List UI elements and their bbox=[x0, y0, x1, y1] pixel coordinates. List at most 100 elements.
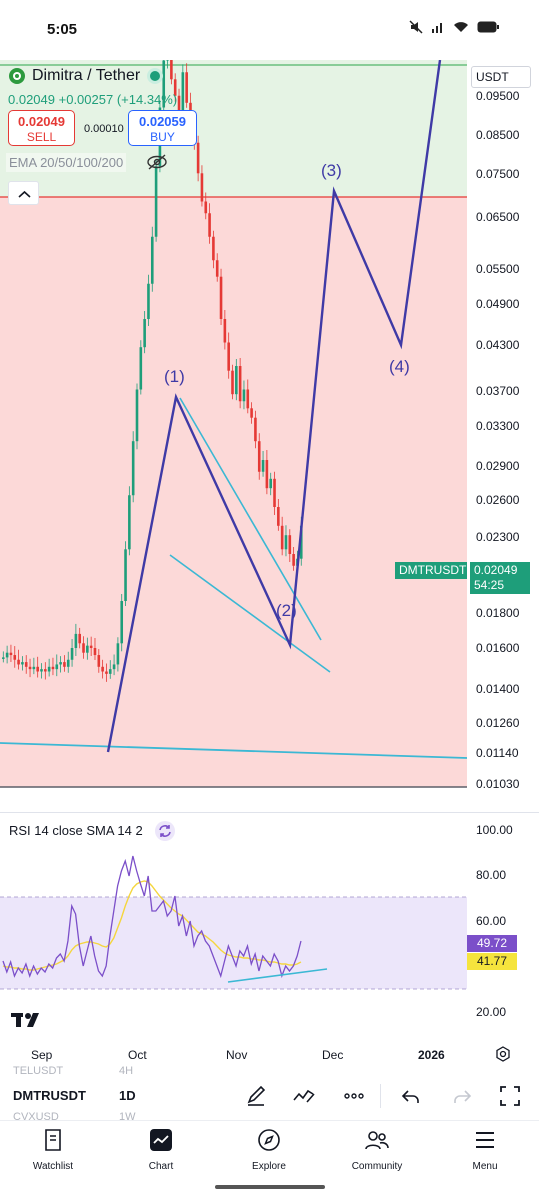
time-label: Nov bbox=[226, 1048, 248, 1062]
candle-body bbox=[93, 648, 97, 656]
candle-body bbox=[28, 666, 32, 670]
candle-body bbox=[44, 669, 47, 672]
candle-body bbox=[246, 389, 250, 409]
nav-watchlist[interactable]: Watchlist bbox=[8, 1128, 98, 1172]
rsi-tick: 60.00 bbox=[476, 914, 507, 928]
chart-icon bbox=[150, 1129, 172, 1151]
candle-body bbox=[74, 633, 78, 648]
candle-body bbox=[86, 645, 89, 653]
price-tick: 0.05500 bbox=[476, 262, 520, 276]
price-tick: 0.01030 bbox=[476, 777, 520, 791]
wave-label: (1) bbox=[164, 367, 185, 386]
price-axis[interactable] bbox=[467, 60, 539, 790]
more-icon[interactable] bbox=[342, 1084, 366, 1108]
candle-body bbox=[299, 525, 303, 559]
nav-explore-label: Explore bbox=[252, 1161, 286, 1172]
candle-body bbox=[82, 643, 85, 653]
sell-price: 0.02049 bbox=[18, 114, 65, 129]
rsi-tick: 100.00 bbox=[476, 823, 513, 837]
candle-body bbox=[288, 535, 292, 554]
rsi-ma-line bbox=[2, 880, 302, 971]
chevron-up-icon bbox=[18, 190, 31, 198]
symbol-row[interactable]: Dimitra / Tether bbox=[8, 67, 161, 85]
price-tick: 0.01400 bbox=[476, 682, 520, 696]
candle-body bbox=[124, 549, 127, 601]
candle-body bbox=[128, 495, 131, 550]
interval-switcher[interactable]: 1D bbox=[119, 1088, 136, 1103]
nav-chart[interactable]: Chart bbox=[116, 1128, 206, 1172]
nav-community[interactable]: Community bbox=[332, 1128, 422, 1172]
mute-icon bbox=[409, 20, 423, 34]
wave-label: (4) bbox=[389, 357, 410, 376]
candle-body bbox=[170, 60, 173, 80]
compass-icon bbox=[258, 1129, 280, 1151]
candle-body bbox=[242, 389, 246, 402]
price-chart[interactable] bbox=[0, 60, 539, 790]
candle-body bbox=[227, 342, 230, 371]
nav-menu[interactable]: Menu bbox=[440, 1128, 530, 1172]
candle-body bbox=[147, 283, 150, 319]
candle-body bbox=[185, 72, 188, 103]
pane-divider[interactable] bbox=[0, 812, 539, 813]
symbol-switcher[interactable]: DMTRUSDT bbox=[13, 1088, 86, 1103]
symbol-price-tag: DMTRUSDT bbox=[395, 562, 467, 579]
price-tick: 0.03300 bbox=[476, 419, 520, 433]
community-icon bbox=[365, 1131, 389, 1150]
candle-body bbox=[131, 441, 135, 496]
sell-button[interactable]: 0.02049 SELL bbox=[8, 110, 75, 146]
signal-icon bbox=[432, 23, 442, 33]
nav-chart-label: Chart bbox=[148, 1161, 174, 1172]
candle-body bbox=[55, 664, 59, 670]
rsi-value-tag: 49.72 bbox=[467, 935, 517, 952]
candle-body bbox=[200, 173, 204, 202]
candle-body bbox=[215, 260, 219, 277]
time-label: Sep bbox=[31, 1048, 53, 1062]
candle-body bbox=[32, 666, 36, 670]
candle-body bbox=[24, 662, 28, 667]
candle-body bbox=[208, 213, 211, 237]
candle-body bbox=[292, 554, 295, 566]
status-icons bbox=[409, 20, 499, 34]
candle-body bbox=[273, 478, 276, 507]
price-tick: 0.02300 bbox=[476, 530, 520, 544]
battery-icon bbox=[477, 21, 499, 33]
rsi-trendline bbox=[227, 968, 328, 983]
sell-label: SELL bbox=[26, 130, 57, 144]
tradingview-logo-icon bbox=[11, 1013, 39, 1027]
candle-body bbox=[177, 95, 181, 113]
pencil-icon[interactable] bbox=[245, 1084, 269, 1108]
chart-settings-icon[interactable] bbox=[494, 1045, 512, 1063]
currency-selector[interactable]: USDT bbox=[471, 66, 531, 88]
wave-label: (2) bbox=[276, 601, 297, 620]
elliott-wave-path bbox=[106, 60, 442, 753]
undo-icon[interactable] bbox=[399, 1084, 423, 1108]
watchlist-icon bbox=[45, 1129, 61, 1151]
rsi-tick: 20.00 bbox=[476, 1005, 507, 1019]
collapse-legend-button[interactable] bbox=[8, 181, 39, 205]
drawing-tools-icon[interactable] bbox=[292, 1084, 318, 1108]
candle-body bbox=[9, 652, 13, 656]
price-tick: 0.01800 bbox=[476, 606, 520, 620]
refresh-icon[interactable] bbox=[155, 821, 175, 841]
candle-body bbox=[13, 655, 17, 660]
candle-body bbox=[120, 601, 124, 644]
candle-body bbox=[261, 460, 265, 472]
redo-icon[interactable] bbox=[450, 1084, 474, 1108]
time-axis[interactable] bbox=[0, 1042, 539, 1066]
eye-off-icon[interactable] bbox=[146, 153, 168, 171]
buy-button[interactable]: 0.02059 BUY bbox=[128, 110, 197, 146]
candle-body bbox=[89, 645, 93, 648]
candle-body bbox=[238, 366, 242, 402]
nav-explore[interactable]: Explore bbox=[224, 1128, 314, 1172]
rsi-drawing bbox=[0, 855, 467, 990]
rsi-band bbox=[0, 897, 467, 989]
last-price-tag: 0.02049 54:25 bbox=[470, 562, 530, 594]
spread-value: 0.00010 bbox=[84, 123, 124, 135]
price-tick: 0.02900 bbox=[476, 459, 520, 473]
candle-body bbox=[21, 662, 24, 665]
rsi-label[interactable]: RSI 14 close SMA 14 2 bbox=[9, 823, 143, 838]
ema-indicator-label[interactable]: EMA 20/50/100/200 bbox=[6, 153, 127, 172]
fullscreen-icon[interactable] bbox=[498, 1084, 522, 1108]
toolbar-divider bbox=[380, 1084, 381, 1108]
rsi-pane[interactable] bbox=[0, 816, 539, 1031]
